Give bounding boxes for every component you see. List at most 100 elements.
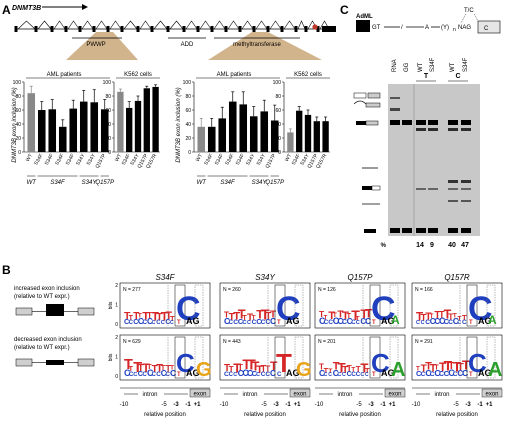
y-axis-title: DNMT3B exon inclusion (%)	[12, 87, 18, 162]
logo-n-label: N = 260	[223, 287, 241, 293]
logo-letter-t: T	[421, 313, 427, 324]
sample-tick-label: S34F	[121, 153, 132, 166]
bar	[249, 116, 258, 152]
logo-letter-t: T	[337, 310, 344, 321]
intron-peak	[297, 20, 306, 30]
logo-letter-t: T	[444, 307, 452, 321]
logo-letter-t: T	[142, 310, 149, 322]
chart-title: K562 cells	[294, 72, 322, 78]
logo-letter-t: T	[270, 359, 278, 373]
logo-ag: AG	[381, 316, 395, 326]
pos-plus1-box	[486, 284, 496, 327]
exon-block	[280, 26, 284, 32]
logo-letter-t: T	[342, 310, 349, 322]
y-tick-label: 80	[15, 94, 21, 100]
y-tick-label: 20	[185, 136, 191, 142]
logo-letter-c: C	[365, 316, 371, 326]
sample-tick-label: S34F	[44, 153, 55, 166]
logo-n-label: N = 443	[223, 339, 241, 345]
gel-band	[416, 228, 426, 233]
logo-letter-c: C	[233, 319, 238, 326]
logo-letter-plus1: A	[391, 313, 400, 327]
transcription-arrowhead	[82, 4, 88, 10]
percent-s34f-c: 47	[461, 242, 469, 249]
sample-tick-label: S34F	[235, 153, 246, 166]
logo-letter-t: T	[462, 357, 470, 372]
logo-letter-minus3-minor: T	[469, 372, 473, 378]
y-tick-label: 40	[275, 122, 281, 128]
sample-tick-label: WT	[25, 153, 34, 163]
logo-letter-c: C	[319, 316, 326, 326]
logo-letter-t: T	[453, 312, 458, 319]
logo-letter-c: C	[462, 368, 468, 378]
logo-letter-minus3-minor: T	[372, 320, 376, 326]
panel-label-b: B	[2, 263, 11, 277]
percent-s34f-t: 9	[430, 242, 434, 249]
logo-letter-c: C	[238, 369, 244, 378]
logo-letter-minus3: C	[371, 290, 396, 328]
pos-minus3-box	[466, 284, 478, 327]
bits-tick: 2	[115, 335, 118, 341]
logo-letter-c: C	[444, 369, 450, 378]
gel-band	[448, 180, 458, 183]
logo-letter-t: T	[261, 364, 267, 374]
logo-letter-t: T	[233, 361, 241, 375]
logo-letter-c: C	[448, 319, 453, 326]
exon-region-label: exon	[388, 392, 401, 398]
logo-letter-t: T	[247, 313, 254, 324]
y-tick-label: 100	[273, 80, 282, 86]
exon-block	[120, 26, 124, 32]
logo-letter-t: T	[165, 364, 171, 374]
logo-letter-c: C	[256, 317, 262, 326]
logo-letter-t: T	[152, 310, 160, 324]
logo-x-tick: +1	[389, 402, 397, 408]
intron-peak	[17, 20, 36, 30]
percent-label: %	[381, 243, 387, 249]
sample-tick-label: S34F	[33, 153, 44, 166]
pos-plus1-box	[294, 284, 304, 327]
sample-tick-label: Q157P	[264, 152, 277, 169]
y-tick-label: 60	[105, 108, 111, 114]
intron-peak	[139, 20, 152, 30]
bar	[197, 126, 206, 152]
logo-letter-minus3: C	[176, 290, 201, 328]
pos-minus3-box	[274, 284, 286, 327]
bar	[143, 88, 150, 152]
pos-minus3-box	[274, 336, 286, 379]
exon-block	[106, 26, 110, 32]
y-tick-label: 80	[275, 94, 281, 100]
bits-tick: 0	[115, 322, 118, 328]
logo-letter-c: C	[247, 368, 253, 378]
logo-letter-t: T	[457, 362, 464, 373]
logo-letter-c: C	[233, 372, 237, 378]
logo-letter-minus3-minor: T	[372, 372, 376, 378]
logo-letter-t: T	[229, 364, 235, 374]
exon-block	[182, 26, 186, 32]
logo-letter-c: C	[247, 320, 251, 326]
logo-letter-t: T	[170, 314, 175, 323]
pos-plus1-box	[389, 284, 399, 327]
bar	[69, 108, 78, 152]
logo-letter-t: T	[156, 312, 163, 323]
exon-block	[166, 26, 170, 32]
y-tick-label: 0	[278, 150, 281, 156]
logo-letter-t: T	[328, 310, 335, 322]
tc-label: T/C	[464, 8, 474, 14]
bar	[100, 109, 109, 152]
logo-letter-t: T	[337, 360, 346, 375]
logo-letter-c: C	[356, 371, 361, 378]
bar	[228, 101, 237, 152]
intron-peak	[269, 20, 282, 30]
logo-letter-t: T	[457, 316, 462, 323]
bar	[287, 132, 294, 152]
py-tract: (Y)	[441, 25, 449, 31]
gel-band	[428, 188, 438, 190]
intron-region-label: intron	[242, 392, 257, 398]
exon-block	[316, 26, 320, 32]
logo-letter-t: T	[333, 361, 340, 373]
logo-letter-t: T	[233, 310, 240, 322]
logo-x-tick: -5	[356, 402, 362, 408]
logo-letter-t: T	[133, 311, 139, 322]
logo-letter-t: T	[138, 363, 144, 374]
sample-tick-label: S34Y	[75, 152, 87, 166]
